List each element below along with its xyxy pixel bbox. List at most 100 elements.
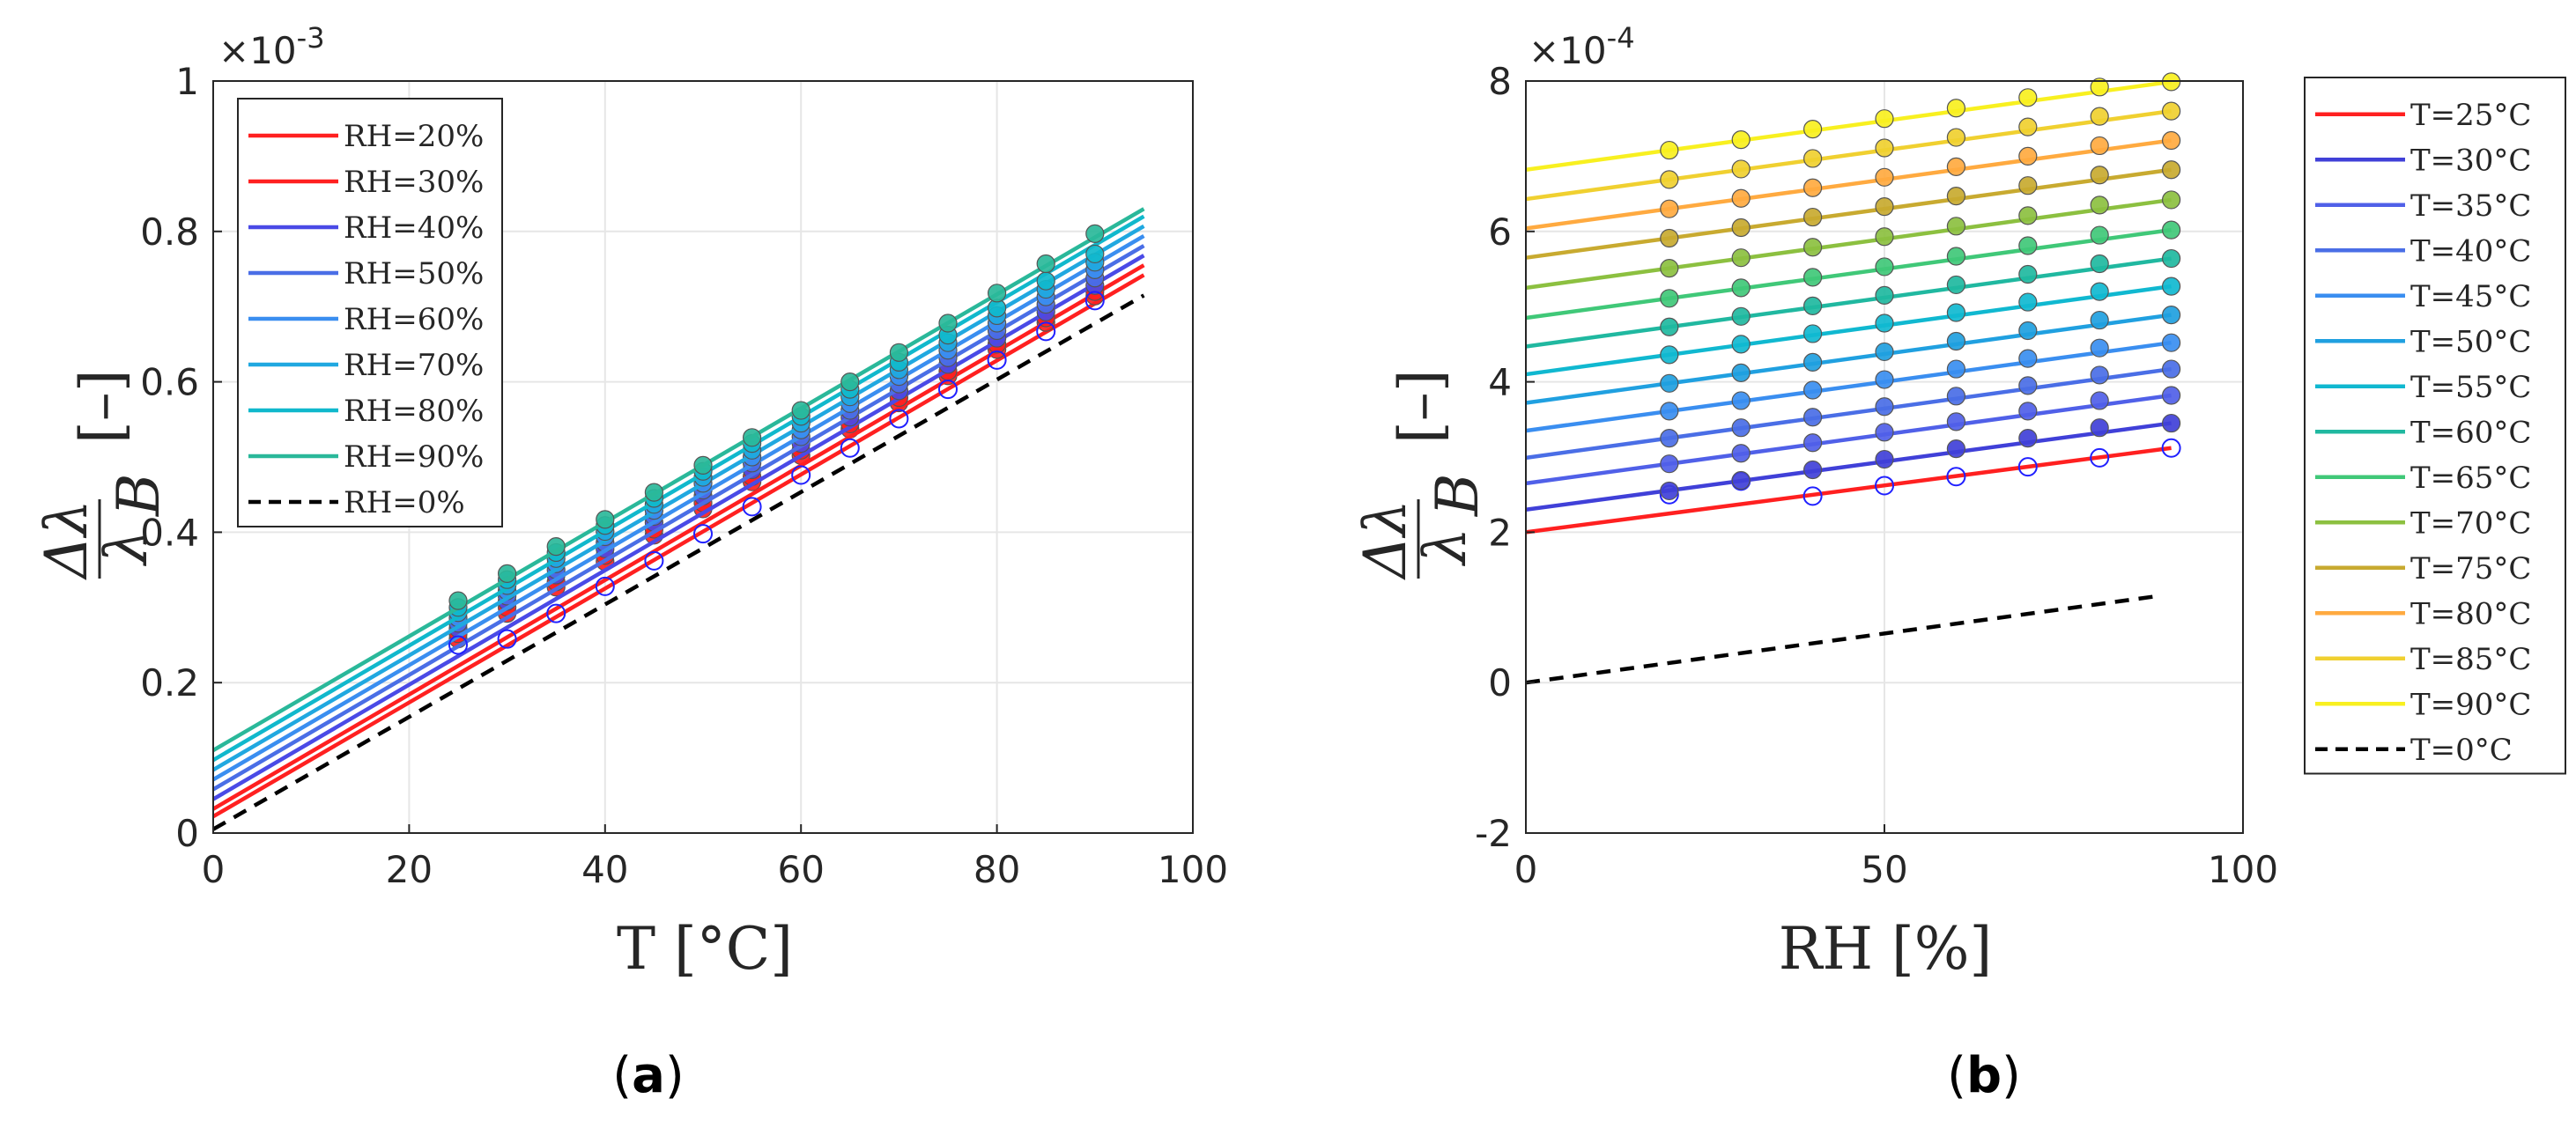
y-tick-label: 6 [1488,210,1512,254]
legend-label: RH=60% [344,302,484,337]
x-axis-label-b: RH [%] [1779,915,1992,983]
y-tick-label: 0.4 [140,511,199,554]
data-point [1803,207,1823,227]
series-t-60-c [1525,248,2181,349]
series-t-85-c [1525,101,2181,202]
y-tick-label: 8 [1488,60,1512,103]
data-point [791,401,811,420]
series-t-0-c [1525,594,2158,685]
legend-label: T=45°C [2410,279,2531,314]
series-t-35-c [1525,386,2181,486]
x-tick-label: 100 [2208,848,2278,891]
data-point [2018,264,2038,284]
data-point [2018,349,2038,368]
fit-line [1525,167,2172,260]
data-point [1731,188,1751,208]
series-t-90-c [1525,72,2181,173]
data-point [497,629,517,649]
legend-label: T=55°C [2410,370,2531,405]
fit-line [1525,108,2172,202]
data-point [1660,317,1679,336]
data-point [1036,321,1056,342]
y-tick-label: 1 [175,60,199,103]
legend-b: T=25°C T=30°C T=35°C T=40°C T=45°C T=50°C T=55… [2304,77,2566,775]
legend-item: T=45°C [2315,279,2531,314]
y-tick-label: 0 [1488,661,1512,704]
y-axis-label-b: Δλ λ B [–] [1351,370,1492,581]
data-point [1085,244,1105,264]
data-point [1946,359,1965,379]
x-tick-label: 50 [1861,848,1907,891]
y-tick-label: 0.8 [140,210,199,254]
data-point [742,428,762,447]
legend-label: RH=40% [344,210,484,246]
data-point [2162,248,2181,269]
data-point [2018,88,2038,107]
data-point [2090,391,2109,410]
data-point [448,635,468,655]
data-point [2090,365,2109,385]
legend-item: T=60°C [2315,415,2531,450]
legend-item: RH=60% [248,302,484,337]
data-point [1946,387,1965,406]
legend-item: T=65°C [2315,461,2531,496]
data-point [1084,291,1105,311]
data-point [2018,402,2038,421]
fit-line [211,293,1145,831]
y-tick-label: 0.6 [140,361,199,404]
plot-frame-a [212,80,1194,834]
y-tick-label: -2 [1475,812,1512,855]
legend-item: T=70°C [2315,505,2531,541]
data-point [791,465,811,485]
x-tick-label: 0 [202,848,226,891]
fit-line [1525,446,2172,535]
fit-line [211,273,1145,819]
data-point [1660,259,1679,278]
data-point [1946,217,1965,236]
data-point [1660,481,1679,501]
fit-line [1525,79,2172,173]
legend-label: T=50°C [2410,324,2531,359]
data-point [1731,391,1751,410]
fit-line [1525,421,2172,513]
legend-label: T=70°C [2410,505,2531,541]
legend-item: T=0°C [2315,733,2513,768]
data-point [1660,199,1679,218]
data-point [1946,275,1965,295]
data-point [2018,117,2038,136]
tick-labels-a: 0 20 40 60 80 100 0 0.2 0.4 0.6 0.8 1 [140,60,1228,891]
legend-item: T=90°C [2315,687,2531,722]
svg-text:Δλ: Δλ [33,499,100,581]
series-group-b [1525,72,2181,685]
fit-line [1525,197,2172,291]
data-point [1731,248,1751,268]
data-point [693,455,713,475]
series-t-70-c [1525,190,2181,291]
data-point [2090,254,2109,274]
legend-label: T=65°C [2410,461,2531,496]
legend-item: T=50°C [2315,324,2531,359]
data-point [546,603,566,623]
legend-a: RH=20% RH=30% RH=40% RH=50% RH=60% RH=70% RH=8… [237,98,503,527]
y-tick-label: 4 [1488,361,1512,404]
series-t-40-c [1525,359,2181,461]
data-point [596,510,615,529]
series-t-65-c [1525,220,2181,321]
data-point [1731,306,1751,326]
svg-text:B: B [105,473,173,517]
data-point [2090,195,2109,215]
data-point [1085,224,1105,243]
caption-a: (a) [612,1047,685,1104]
data-point [1660,429,1679,448]
legend-label: T=60°C [2410,415,2531,450]
data-point [1946,439,1965,459]
exponent-label-b: ×10-4 [1529,21,1635,72]
svg-text:Δλ: Δλ [1351,499,1419,581]
data-point [2090,338,2109,358]
data-point [1731,159,1751,179]
data-point [1875,109,1894,129]
legend-item: T=30°C [2315,143,2531,178]
legend-item: RH=80% [248,394,484,429]
